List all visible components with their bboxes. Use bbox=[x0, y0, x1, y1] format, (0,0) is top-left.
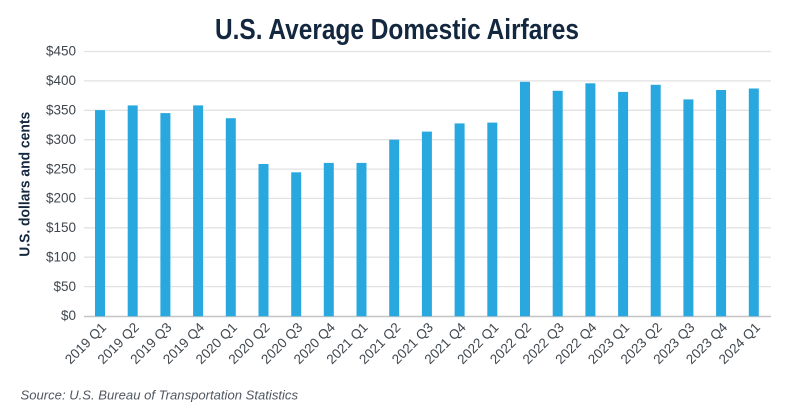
svg-text:U.S. Average Domestic Airfares: U.S. Average Domestic Airfares bbox=[215, 14, 579, 46]
svg-text:$450: $450 bbox=[46, 44, 76, 59]
svg-text:$50: $50 bbox=[53, 279, 76, 294]
svg-text:$0: $0 bbox=[61, 308, 76, 323]
svg-text:U.S. dollars and cents: U.S. dollars and cents bbox=[18, 112, 34, 257]
svg-text:$100: $100 bbox=[46, 249, 76, 264]
svg-text:$400: $400 bbox=[46, 73, 76, 88]
svg-text:$350: $350 bbox=[46, 103, 76, 118]
svg-text:$150: $150 bbox=[46, 220, 76, 235]
svg-text:$300: $300 bbox=[46, 132, 76, 147]
svg-text:Source: U.S. Bureau of Transpo: Source: U.S. Bureau of Transportation St… bbox=[21, 388, 299, 403]
svg-text:$250: $250 bbox=[46, 161, 76, 176]
svg-text:$200: $200 bbox=[46, 191, 76, 206]
